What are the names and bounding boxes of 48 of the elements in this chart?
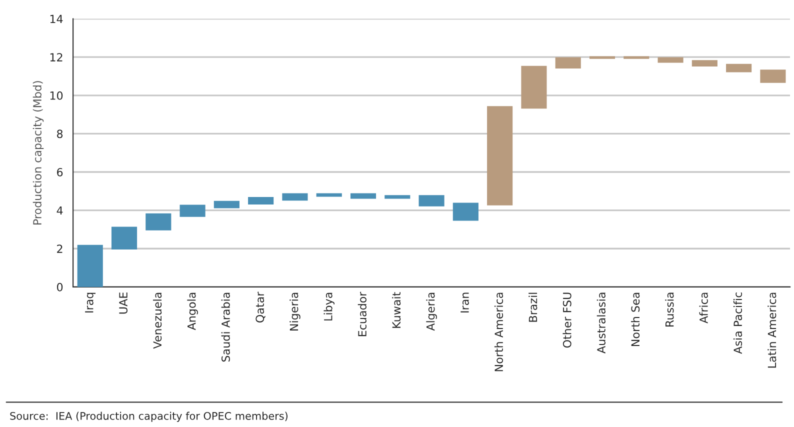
x-tick-label: Qatar <box>256 292 266 322</box>
y-tick-label: 8 <box>57 130 63 138</box>
x-tick-label: Ecuador <box>358 292 366 336</box>
bar <box>692 60 718 67</box>
source-note: Source: IEA (Production capacity for OPEC members) <box>10 412 288 422</box>
bar <box>726 64 752 72</box>
x-tick-label: Russia <box>665 292 674 326</box>
bar <box>248 197 274 204</box>
bar <box>418 195 444 206</box>
x-tick-label: Africa <box>699 292 708 324</box>
x-tick-label: Other FSU <box>562 292 572 348</box>
x-tick-label: UAE <box>119 292 128 314</box>
x-tick-label: Brazil <box>528 292 538 322</box>
y-tick-label: 0 <box>56 282 63 292</box>
x-tick-label: Asia Pacific <box>733 292 742 354</box>
bar <box>487 106 513 206</box>
x-tick-label: Venezuela <box>153 292 162 349</box>
y-tick-label: 6 <box>57 168 63 176</box>
bar <box>760 70 786 83</box>
bar <box>350 193 376 199</box>
x-tick-label: Libya <box>324 292 334 320</box>
bar <box>146 213 172 230</box>
x-tick-label: Latin America <box>768 292 776 368</box>
y-tick-label: 12 <box>50 53 62 62</box>
x-tick-label: Saudi Arabia <box>221 292 230 362</box>
y-axis-title: Production capacity (Mbd) <box>32 81 44 224</box>
y-tick-label: 14 <box>50 14 63 24</box>
y-tick-label: 10 <box>50 91 63 100</box>
bar <box>77 244 103 287</box>
x-tick-label: Australasia <box>596 292 606 354</box>
bar <box>214 200 240 208</box>
x-tick-label: North Sea <box>631 292 640 346</box>
x-tick-label: Angola <box>187 292 198 330</box>
y-tick-label: 2 <box>57 244 62 253</box>
bar <box>658 57 684 63</box>
bar <box>282 193 308 201</box>
bar <box>555 57 581 68</box>
bar <box>452 202 478 221</box>
x-tick-label: Iran <box>460 292 469 312</box>
x-tick-label: Iraq <box>85 292 96 312</box>
x-tick-label: Kuwait <box>392 292 401 328</box>
bar <box>111 226 138 250</box>
x-tick-label: Nigeria <box>290 292 300 330</box>
bar <box>521 66 547 109</box>
x-tick-label: Algeria <box>426 292 437 331</box>
bar <box>180 204 206 217</box>
y-tick-label: 4 <box>56 206 63 215</box>
x-tick-label: North America <box>494 292 504 372</box>
